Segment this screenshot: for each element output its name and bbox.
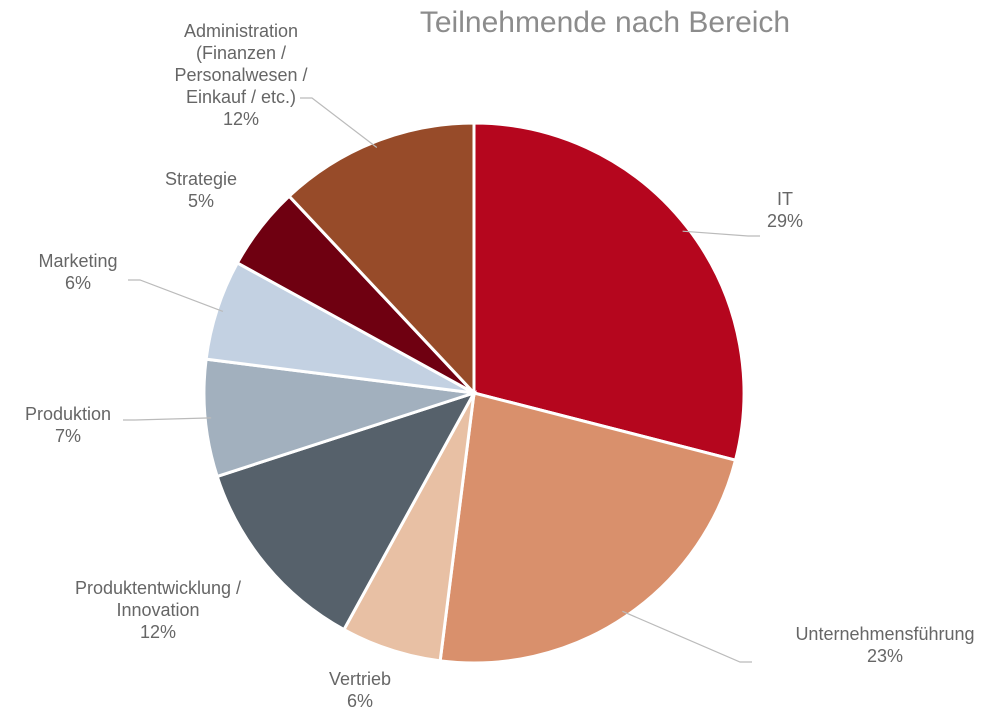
chart-title: Teilnehmende nach Bereich [419,6,791,39]
leader-line [128,279,224,312]
slice-label: Administration (Finanzen / Personalwesen… [154,20,329,130]
category-label: Marketing [38,251,118,271]
leader-line [123,417,212,421]
value-label: 12% [139,622,177,642]
value-label: 7% [54,426,81,446]
pie-slice [287,121,476,397]
slice-label: Vertrieb 6% [310,668,410,712]
category-label: Unternehmensführung [795,624,975,644]
leader-line [682,230,760,237]
category-label: Administration (Finanzen / Personalwesen… [174,21,308,107]
category-label: Produktion [24,404,112,424]
leader-line [300,97,378,149]
value-label: 12% [222,109,260,129]
value-label: 6% [346,691,373,711]
pie-slice [215,390,478,632]
slice-label: Unternehmensführung 23% [765,623,1005,667]
category-label: Produktentwicklung / Innovation [74,578,242,620]
slice-label: Marketing 6% [13,250,143,294]
leader-line [622,610,752,663]
slice-label: Strategie 5% [141,168,261,212]
category-label: Vertrieb [328,669,392,689]
value-label: 29% [766,211,804,231]
category-label: IT [777,189,793,209]
value-label: 6% [64,273,91,293]
slice-label: Produktentwicklung / Innovation 12% [38,577,278,643]
slice-label: IT 29% [725,188,845,232]
pie-slice [472,121,746,462]
category-label: Strategie [164,169,238,189]
pie-slice [438,391,738,665]
value-label: 23% [866,646,904,666]
value-label: 5% [187,191,214,211]
slice-label: Produktion 7% [3,403,133,447]
